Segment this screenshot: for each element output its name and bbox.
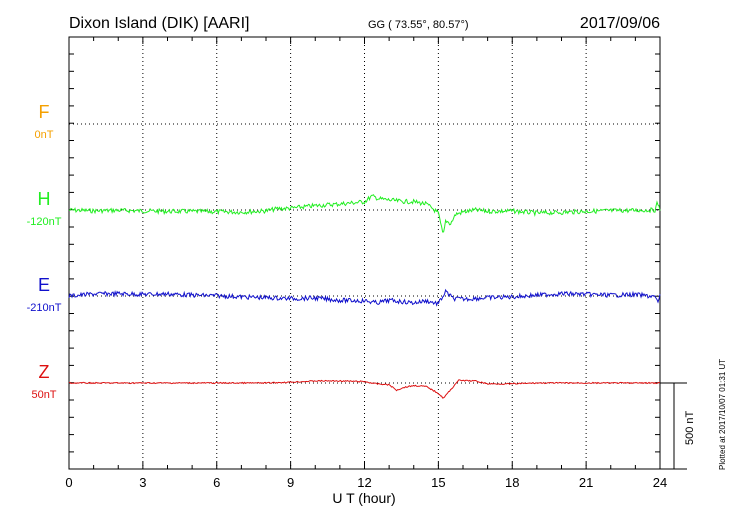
x-tick-label: 12 bbox=[357, 475, 371, 490]
x-tick-label: 15 bbox=[431, 475, 445, 490]
station-title: Dixon Island (DIK) [AARI] bbox=[69, 15, 250, 32]
coordinates-label: GG ( 73.55°, 80.57°) bbox=[368, 19, 469, 31]
x-tick-labels: 0 3 6 9 12 15 18 21 24 bbox=[65, 475, 667, 490]
x-axis-label: U T (hour) bbox=[332, 490, 395, 506]
axis-ticks bbox=[68, 37, 661, 469]
series-label-f: F bbox=[39, 102, 50, 122]
x-tick-label: 24 bbox=[653, 475, 667, 490]
x-tick-label: 0 bbox=[65, 475, 72, 490]
series-line-z bbox=[68, 379, 661, 399]
series-offset-z: 50nT bbox=[31, 389, 56, 401]
series-offset-h: -120nT bbox=[27, 216, 62, 228]
series-line-e bbox=[68, 288, 661, 307]
x-tick-label: 3 bbox=[139, 475, 146, 490]
scale-bar-label: 500 nT bbox=[684, 410, 696, 445]
series-line-h bbox=[68, 194, 661, 233]
series-labels: F 0nT H -120nT E -210nT Z 50nT bbox=[27, 102, 62, 401]
gridlines bbox=[69, 37, 660, 469]
plotted-timestamp: Plotted at 2017/10/07 01:31 UT bbox=[718, 359, 727, 470]
series-offset-e: -210nT bbox=[27, 302, 62, 314]
series-label-z: Z bbox=[39, 362, 50, 382]
scale-bar: 500 nT bbox=[660, 382, 696, 470]
series-label-e: E bbox=[38, 275, 50, 295]
x-tick-label: 6 bbox=[213, 475, 220, 490]
x-tick-label: 21 bbox=[579, 475, 593, 490]
series-lines bbox=[68, 194, 661, 399]
date-label: 2017/09/06 bbox=[580, 15, 660, 32]
series-label-h: H bbox=[38, 189, 51, 209]
series-offset-f: 0nT bbox=[35, 129, 54, 141]
x-tick-label: 9 bbox=[287, 475, 294, 490]
x-tick-label: 18 bbox=[505, 475, 519, 490]
